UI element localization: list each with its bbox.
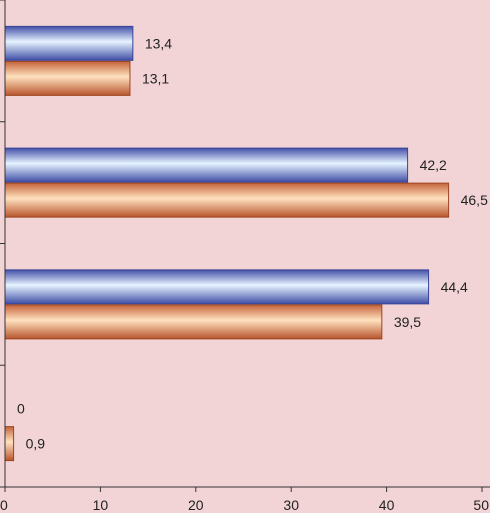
bar-series2-cat1 [4,60,131,96]
bar-series1-cat2 [4,147,409,183]
bar-series2-cat4 [4,426,15,462]
data-label-series1-cat1: 13,4 [145,35,172,51]
x-tick-label: 50 [473,497,489,513]
bar-series1-cat3 [4,269,430,305]
data-label-series1-cat4: 0 [17,401,25,417]
bar-series2-cat2 [4,182,450,218]
data-label-series2-cat1: 13,1 [142,70,169,86]
data-label-series1-cat2: 42,2 [420,157,447,173]
data-label-series1-cat3: 44,4 [441,279,468,295]
x-tick-label: 10 [93,497,109,513]
x-tick-label: 40 [379,497,395,513]
bar-series1-cat1 [4,25,134,61]
data-label-series2-cat4: 0,9 [26,436,46,452]
x-tick-label: 0 [0,497,8,513]
data-label-series2-cat3: 39,5 [394,314,421,330]
x-tick-label: 20 [188,497,204,513]
x-tick-label: 30 [283,497,299,513]
data-label-series2-cat2: 46,5 [461,192,488,208]
bar-series2-cat3 [4,304,383,340]
